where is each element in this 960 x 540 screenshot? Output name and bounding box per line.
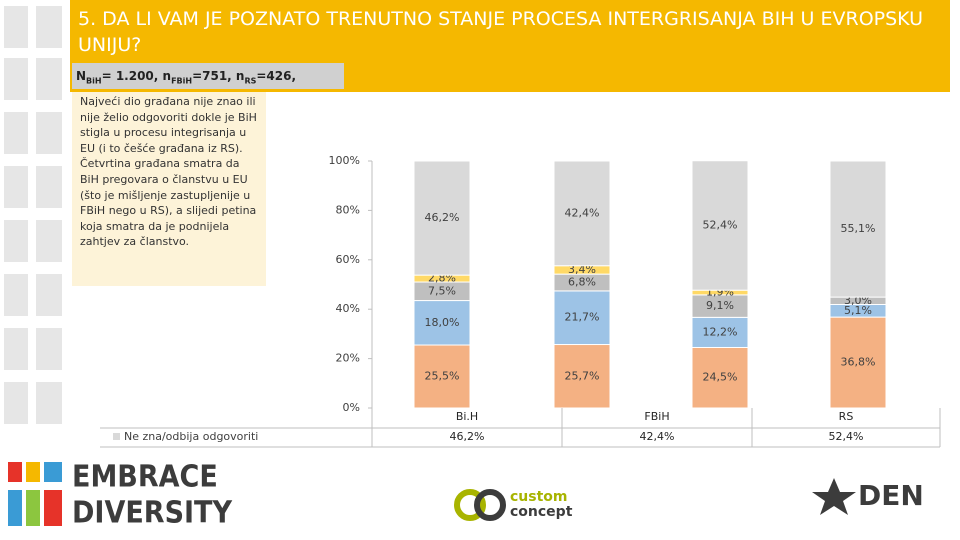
data-label: 46,2%	[425, 211, 460, 224]
sample-part: =751, n	[192, 69, 245, 83]
x-tick-label: Bi.H	[456, 410, 478, 423]
bar-segment	[829, 316, 887, 409]
sample-sub: RS	[244, 76, 257, 86]
bar-segment	[691, 160, 749, 291]
y-tick-label: 0%	[343, 401, 360, 414]
legend-label: Ne zna/odbija odgovoriti	[124, 430, 258, 443]
data-label: 25,7%	[565, 369, 600, 382]
data-label: 42,4%	[565, 206, 600, 219]
bar-segment	[413, 344, 471, 409]
y-tick-label: 80%	[336, 203, 360, 216]
den-logo: DEN	[812, 478, 924, 515]
bar-segment	[413, 300, 471, 346]
logo-text: DIVERSITY	[72, 496, 232, 531]
note: Najveći dio građana nije znao ili nije ž…	[72, 92, 266, 286]
custom-logo: custom concept	[454, 489, 573, 521]
data-label: 21,7%	[565, 311, 600, 324]
title: 5. DA LI VAM JE POZNATO TRENUTNO STANJE …	[78, 8, 924, 56]
data-label: 12,2%	[703, 325, 738, 338]
y-tick-label: 100%	[329, 154, 360, 167]
table-value: 42,4%	[640, 430, 675, 443]
bar-segment	[553, 344, 611, 409]
logo-text: concept	[510, 504, 573, 520]
data-label: 25,5%	[425, 370, 460, 383]
bar-segment	[553, 160, 611, 267]
data-label: 6,8%	[568, 276, 596, 289]
bar-segment	[829, 160, 887, 298]
x-tick-label: RS	[839, 410, 854, 423]
data-label: 36,8%	[841, 356, 876, 369]
decoration	[4, 6, 62, 424]
sample-part: N	[76, 69, 87, 83]
logo-text: custom	[510, 489, 568, 505]
data-label: 5,1%	[844, 304, 872, 317]
y-tick-label: 40%	[336, 302, 360, 315]
logo-text: EMBRACE	[72, 460, 218, 495]
title-bar: 5. DA LI VAM JE POZNATO TRENUTNO STANJE …	[70, 0, 950, 92]
data-label: 52,4%	[703, 218, 738, 231]
sample-part: = 1.200, n	[101, 69, 172, 83]
bar-segment	[413, 160, 471, 276]
data-label: 9,1%	[706, 299, 734, 312]
bar-segment	[553, 290, 611, 346]
sample-size: NBiH= 1.200, nFBiH=751, nRS=426, nDB=23	[72, 63, 344, 117]
table-value: 46,2%	[450, 430, 485, 443]
logo-text: DEN	[858, 479, 924, 512]
sample-sub: FBiH	[171, 76, 193, 86]
y-tick-label: 60%	[336, 253, 360, 266]
data-label: 7,5%	[428, 284, 456, 297]
x-tick-label: FBiH	[644, 410, 669, 423]
sample-sub: BiH	[86, 76, 102, 86]
data-label: 18,0%	[425, 316, 460, 329]
data-label: 55,1%	[841, 222, 876, 235]
legend-swatch	[113, 433, 120, 440]
embrace-logo: EMBRACE DIVERSITY	[8, 460, 232, 531]
data-label: 24,5%	[703, 371, 738, 384]
table-value: 52,4%	[829, 430, 864, 443]
y-tick-label: 20%	[336, 352, 360, 365]
